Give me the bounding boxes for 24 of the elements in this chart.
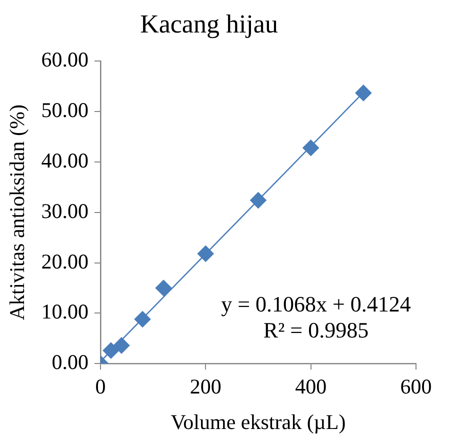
y-tick-label: 50.00: [41, 98, 88, 122]
point: [102, 342, 120, 359]
y-tick-label: 10.00: [41, 300, 88, 324]
x-axis-title: Volume ekstrak (µL): [170, 410, 346, 434]
chart-title: Kacang hijau: [140, 9, 278, 38]
x-tick-label: 0: [95, 374, 106, 399]
point: [355, 84, 372, 102]
y-tick-label: 40.00: [41, 148, 88, 173]
y-axis-title: Aktivitas antioksidan (%): [5, 104, 30, 320]
y-tick-label: 30.00: [41, 198, 88, 223]
x-tick-label: 600: [400, 374, 432, 399]
point: [250, 192, 266, 208]
y-tick-label: 20.00: [41, 249, 88, 274]
point: [197, 246, 214, 262]
point: [155, 280, 172, 296]
annotation: R² = 0.9985: [263, 318, 369, 343]
annotation: y = 0.1068x + 0.4124: [221, 292, 411, 317]
point: [134, 311, 151, 328]
point: [113, 337, 130, 354]
point: [302, 140, 319, 156]
x-tick-label: 200: [190, 374, 222, 399]
y-tick-label: 60.00: [41, 48, 88, 72]
x-tick-label: 400: [295, 374, 327, 399]
y-tick-label: 0.00: [52, 350, 88, 374]
